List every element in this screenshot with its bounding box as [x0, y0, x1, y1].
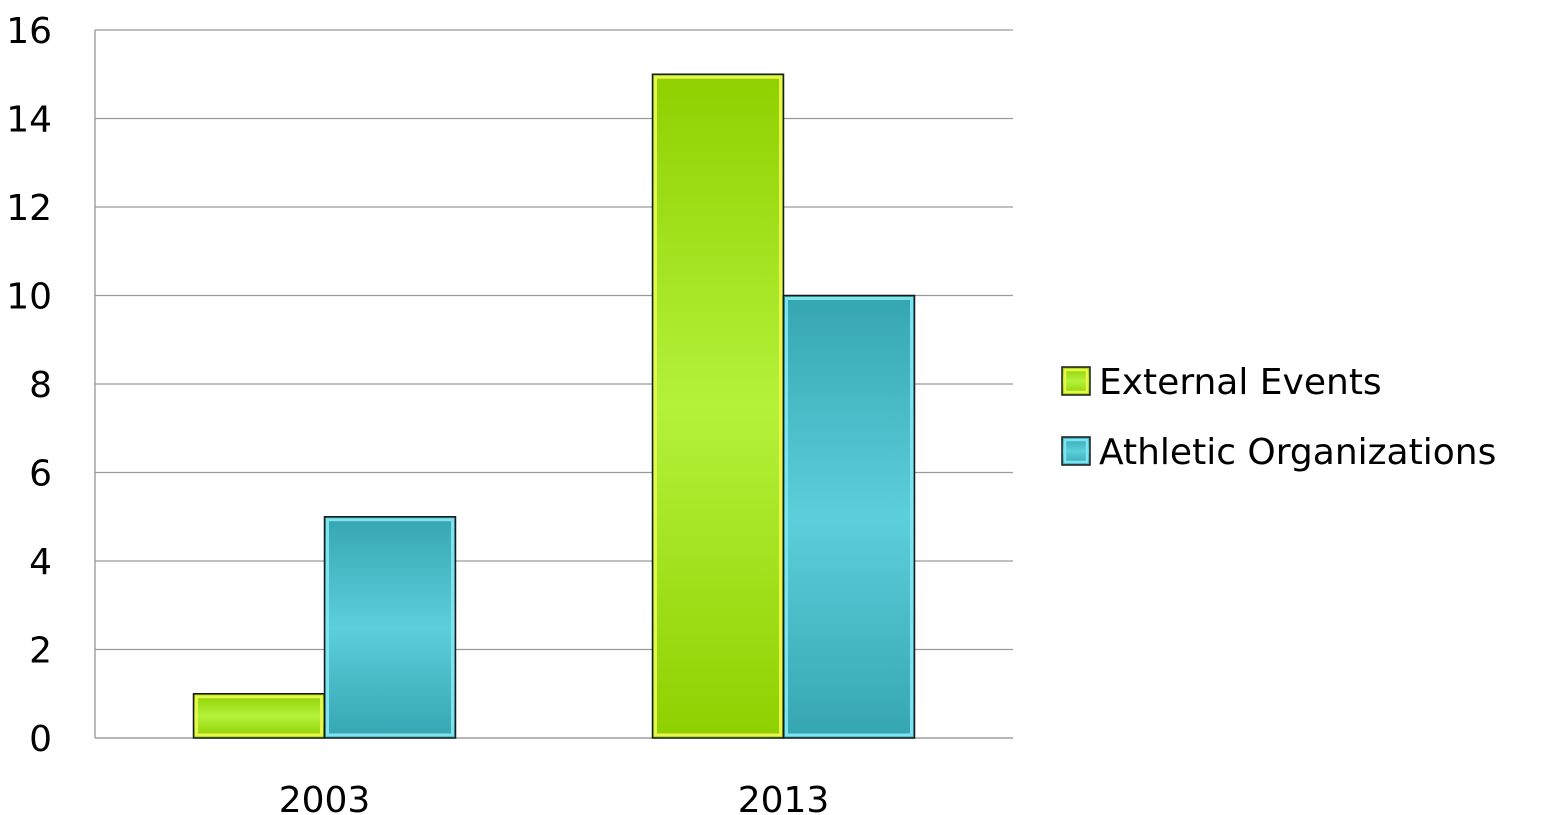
y-tick-label: 8 — [29, 365, 52, 406]
y-axis-tick-labels: 0 2 4 6 8 10 12 14 16 — [6, 11, 52, 760]
legend-item: Athletic Organizations — [1061, 432, 1496, 473]
y-tick-label: 12 — [6, 188, 52, 229]
y-tick-label: 16 — [6, 11, 52, 52]
x-tick-label: 2013 — [738, 780, 830, 815]
legend-item: External Events — [1061, 362, 1382, 403]
bar-external-events-2003 — [192, 693, 326, 739]
y-tick-label: 10 — [6, 277, 52, 318]
y-tick-label: 2 — [29, 631, 52, 672]
legend-swatch-bevel — [1063, 438, 1089, 464]
y-tick-label: 6 — [29, 454, 52, 495]
y-tick-label: 14 — [6, 100, 52, 141]
x-axis-tick-labels: 2003 2013 — [279, 780, 830, 815]
bar-athletic-organizations-2003 — [323, 516, 457, 739]
y-tick-label: 4 — [29, 542, 52, 583]
legend-label: External Events — [1099, 362, 1382, 403]
bar-bevel — [654, 75, 782, 737]
gridlines — [94, 29, 1013, 739]
bars — [192, 73, 916, 739]
legend-swatch — [1061, 436, 1091, 466]
legend-swatch — [1061, 366, 1091, 396]
bar-external-events-2013 — [651, 73, 785, 739]
bar-bevel — [326, 518, 454, 737]
bar-bevel — [195, 695, 323, 737]
legend-label: Athletic Organizations — [1099, 432, 1496, 473]
legend-swatch-bevel — [1063, 368, 1089, 394]
legend: External Events Athletic Organizations — [1061, 362, 1496, 473]
bar-bevel — [785, 297, 913, 737]
x-tick-label: 2003 — [279, 780, 371, 815]
y-tick-label: 0 — [29, 719, 52, 760]
bar-athletic-organizations-2013 — [782, 294, 916, 739]
